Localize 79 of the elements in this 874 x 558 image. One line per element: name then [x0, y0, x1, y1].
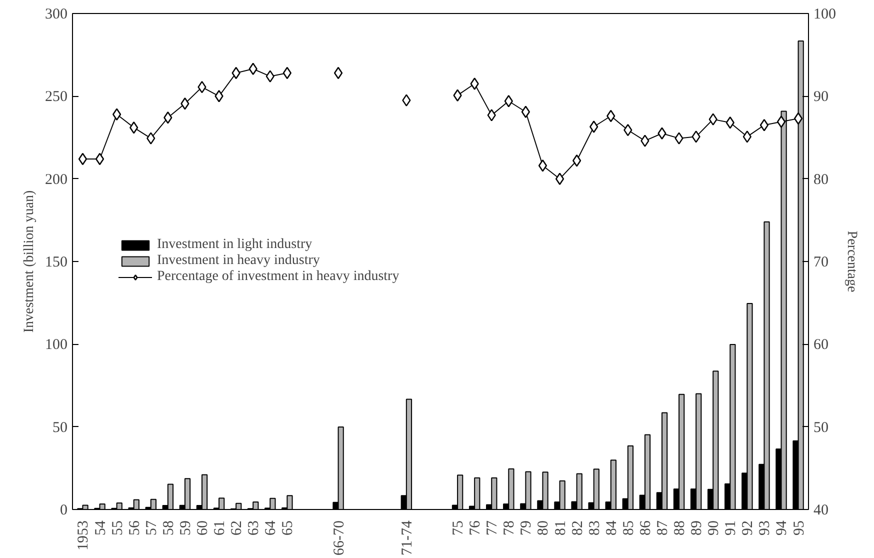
- y2-tick-label: 40: [814, 502, 828, 518]
- point: [214, 90, 224, 102]
- x-tick-label: 91: [723, 520, 740, 536]
- point: [538, 159, 548, 172]
- x-tick-label: 82: [570, 520, 586, 536]
- y-tick-label: 0: [60, 502, 68, 518]
- y2-tick-label: 80: [814, 172, 828, 188]
- x-tick-label: 85: [620, 520, 637, 536]
- x-tick-label: 66-70: [331, 520, 348, 556]
- x-tick-label: 86: [638, 520, 654, 536]
- x-tick-label: 64: [263, 520, 280, 536]
- x-tick-label: 60: [194, 520, 211, 536]
- point: [742, 130, 752, 143]
- x-tick-label: 89: [689, 520, 706, 536]
- legend-label: Investment in light industry: [157, 237, 312, 253]
- x-tick-label: 93: [757, 520, 774, 536]
- x-tick-label: 56: [126, 520, 143, 536]
- point: [692, 130, 700, 143]
- point: [590, 120, 598, 133]
- point: [794, 112, 803, 125]
- point: [487, 109, 496, 122]
- x-tick-label: 90: [706, 520, 722, 536]
- y-tick-label: 150: [45, 254, 68, 270]
- point: [555, 172, 564, 185]
- x-tick-label: 79: [518, 520, 535, 536]
- x-tick-label: 54: [92, 520, 109, 536]
- x-tick-label: 87: [654, 520, 671, 536]
- x-tick-label: 75: [450, 520, 467, 536]
- point: [146, 132, 156, 144]
- x-tick-label: 63: [246, 520, 262, 536]
- x-tick-label: 65: [280, 520, 296, 536]
- x-tick-label: 83: [586, 520, 603, 536]
- x-tick-label: 77: [484, 520, 501, 536]
- x-tick-label: 84: [604, 520, 620, 536]
- x-tick-label: 92: [740, 520, 756, 536]
- x-tick-label: 88: [672, 520, 688, 536]
- x-tick-label: 71-74: [399, 520, 416, 556]
- point: [470, 78, 479, 90]
- x-tick-label: 58: [160, 520, 177, 536]
- legend-label: Investment in heavy industry: [157, 253, 320, 269]
- legend-label: Percentage of investment in heavy industry: [157, 269, 400, 285]
- x-tick-label: 55: [110, 520, 126, 536]
- point: [572, 154, 582, 167]
- x-tick-label: 62: [229, 520, 246, 536]
- point: [164, 112, 172, 124]
- point: [640, 134, 650, 147]
- x-tick-label: 1953: [76, 520, 92, 550]
- y2-tick-label: 100: [814, 6, 836, 22]
- point: [453, 89, 462, 102]
- y-axis-title: Investment (billion yuan): [22, 190, 37, 333]
- point: [760, 118, 769, 132]
- x-tick-label: 76: [468, 520, 484, 536]
- y2-tick-label: 60: [814, 337, 828, 354]
- y2-tick-label: 70: [814, 254, 828, 270]
- x-tick-label: 61: [212, 520, 228, 536]
- point: [78, 152, 88, 166]
- y-tick-label: 100: [45, 337, 68, 354]
- y-tick-label: 50: [52, 420, 68, 436]
- point: [266, 70, 274, 82]
- x-tick-label: 81: [552, 520, 569, 536]
- x-tick-label: 95: [791, 520, 808, 536]
- y2-tick-label: 90: [814, 89, 828, 106]
- point: [112, 108, 122, 121]
- y-tick-label: 200: [45, 172, 68, 188]
- y-tick-label: 250: [45, 89, 68, 106]
- y2-axis-title: Percentage: [844, 230, 859, 292]
- y-tick-label: 300: [45, 6, 68, 22]
- x-tick-label: 57: [144, 520, 160, 536]
- x-tick-label: 59: [178, 520, 194, 536]
- point: [402, 94, 411, 106]
- point: [334, 66, 343, 80]
- point: [708, 113, 718, 126]
- point: [776, 116, 786, 128]
- x-tick-label: 78: [502, 520, 518, 536]
- point: [95, 152, 104, 166]
- point: [674, 132, 684, 144]
- x-tick-label: 94: [774, 520, 790, 536]
- y2-tick-label: 50: [814, 420, 828, 436]
- x-tick-label: 80: [536, 520, 552, 536]
